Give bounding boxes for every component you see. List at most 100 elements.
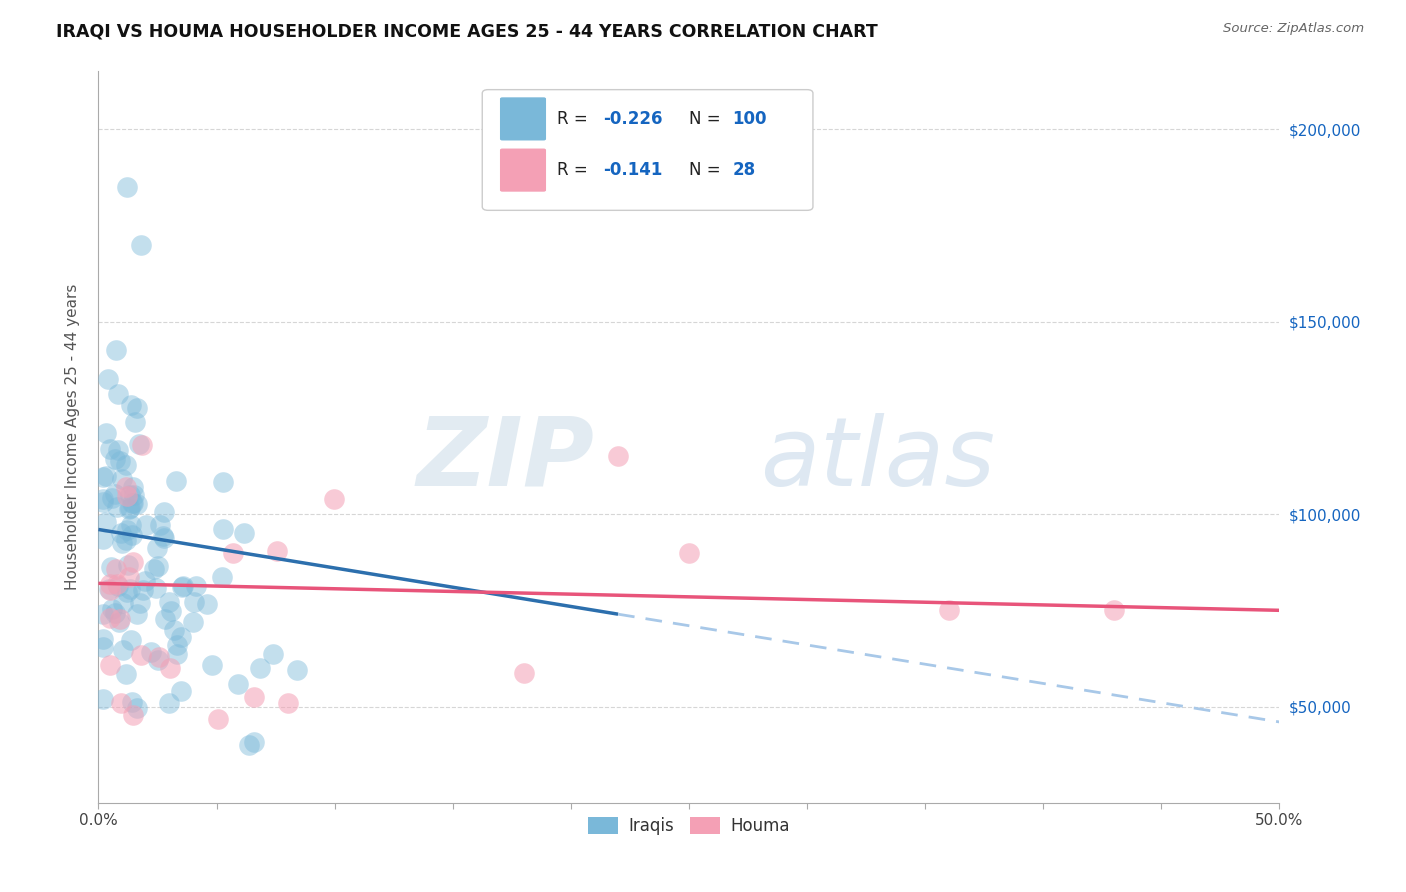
Point: [145, 582, 167, 596]
Point: [104, 606, 127, 620]
Point: [243, 690, 266, 704]
Point: [114, 480, 136, 494]
Point: [1102, 603, 1125, 617]
Point: [105, 343, 128, 357]
Point: [115, 458, 138, 473]
Point: [243, 735, 266, 749]
Point: [128, 596, 150, 610]
Point: [153, 531, 176, 545]
Point: [201, 658, 224, 673]
FancyBboxPatch shape: [501, 149, 546, 192]
Point: [118, 501, 141, 516]
Point: [91, 491, 114, 506]
Point: [118, 488, 141, 502]
Point: [152, 529, 174, 543]
Point: [155, 612, 177, 626]
Text: atlas: atlas: [759, 412, 995, 506]
Point: [122, 480, 145, 494]
Text: R =: R =: [557, 110, 593, 128]
Point: [124, 415, 146, 429]
Point: [170, 631, 193, 645]
Point: [135, 518, 157, 533]
Point: [148, 650, 170, 665]
Point: [211, 570, 233, 584]
Point: [104, 487, 127, 501]
Text: R =: R =: [557, 161, 593, 179]
Point: [115, 584, 138, 599]
Point: [125, 701, 148, 715]
Point: [678, 545, 700, 559]
Point: [91, 632, 114, 647]
Point: [222, 545, 245, 559]
Point: [118, 582, 141, 596]
Point: [938, 603, 960, 617]
Point: [146, 541, 169, 556]
Point: [238, 738, 260, 752]
Point: [91, 532, 114, 546]
Point: [170, 683, 193, 698]
Point: [98, 442, 121, 456]
Point: [207, 712, 229, 726]
Point: [165, 475, 187, 489]
Text: 28: 28: [733, 161, 756, 179]
Point: [110, 526, 132, 541]
Point: [226, 677, 249, 691]
Point: [108, 612, 131, 626]
Point: [91, 607, 114, 621]
Point: [107, 387, 129, 401]
Point: [101, 491, 124, 505]
Point: [139, 645, 162, 659]
Point: [607, 450, 630, 464]
Point: [131, 438, 153, 452]
Point: [143, 562, 166, 576]
Point: [121, 528, 143, 542]
Point: [115, 179, 138, 194]
Point: [110, 696, 132, 710]
Point: [131, 582, 153, 597]
Point: [117, 523, 139, 537]
Point: [277, 696, 299, 710]
Point: [107, 615, 129, 629]
Point: [183, 595, 205, 609]
Point: [262, 648, 284, 662]
Point: [232, 526, 254, 541]
Point: [115, 667, 138, 681]
Point: [91, 470, 114, 484]
Point: [91, 640, 114, 655]
Point: [153, 505, 176, 519]
Point: [120, 397, 142, 411]
Point: [128, 437, 150, 451]
Point: [157, 696, 180, 710]
Point: [111, 472, 134, 486]
Point: [104, 562, 127, 576]
Point: [120, 633, 142, 648]
Point: [94, 426, 117, 441]
Point: [121, 708, 143, 723]
Point: [285, 663, 308, 677]
Point: [112, 596, 135, 610]
Point: [159, 661, 181, 675]
Legend: Iraqis, Houma: Iraqis, Houma: [581, 811, 797, 842]
Point: [129, 237, 152, 252]
Point: [249, 661, 271, 675]
Point: [129, 648, 152, 662]
Point: [146, 653, 169, 667]
Point: [98, 611, 121, 625]
Point: [117, 558, 139, 572]
Point: [124, 487, 146, 501]
Point: [159, 604, 181, 618]
Point: [98, 658, 121, 673]
Text: ZIP: ZIP: [416, 412, 595, 506]
Point: [98, 577, 121, 591]
Point: [100, 560, 122, 574]
Point: [157, 595, 180, 609]
Point: [122, 496, 145, 510]
Point: [122, 555, 145, 569]
Point: [125, 607, 148, 621]
Point: [146, 559, 169, 574]
Text: 100: 100: [733, 110, 768, 128]
Point: [111, 536, 134, 550]
Point: [105, 500, 128, 514]
Point: [181, 615, 204, 629]
Point: [118, 570, 141, 584]
